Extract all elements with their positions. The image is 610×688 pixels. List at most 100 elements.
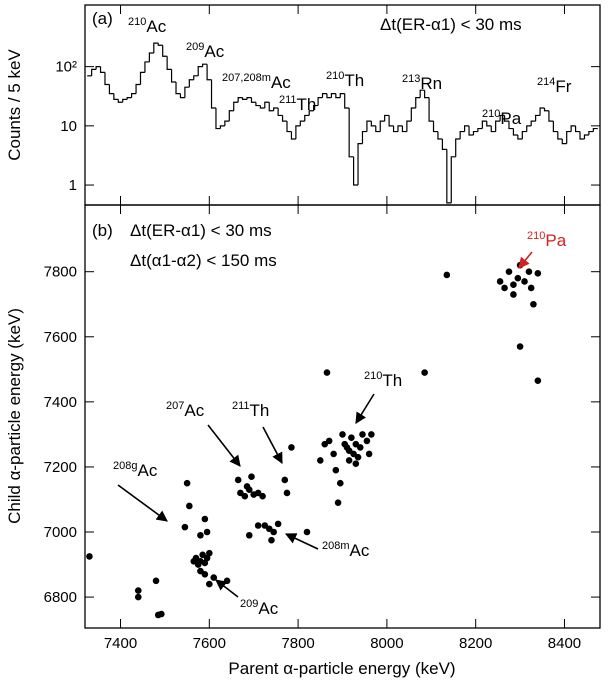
histogram-step <box>512 128 518 136</box>
y-axis-label: Child α-particle energy (keV) <box>5 308 24 524</box>
annotation: 213Rn <box>402 73 442 93</box>
point <box>283 489 291 497</box>
point <box>496 278 504 285</box>
annotation-mass: 209 <box>186 41 204 53</box>
histogram-step <box>357 143 363 186</box>
histogram-step <box>135 83 141 94</box>
histogram-step <box>104 72 110 86</box>
histogram-step <box>419 89 425 98</box>
histogram-step <box>326 93 332 99</box>
x-tick-label: 7600 <box>193 635 226 652</box>
histogram-step <box>122 98 128 103</box>
histogram-step <box>375 125 381 133</box>
x-tick-label: 8000 <box>370 635 403 652</box>
histogram-step <box>295 125 301 139</box>
point <box>356 444 364 451</box>
histogram-step <box>153 42 159 54</box>
point <box>181 523 189 531</box>
histogram-step <box>268 102 274 112</box>
histogram-step <box>228 110 234 122</box>
histogram-step <box>197 66 203 76</box>
point <box>514 274 522 282</box>
annotation-mass: 214 <box>537 76 555 88</box>
y-tick-label: 7600 <box>44 329 77 346</box>
histogram-step <box>592 127 598 132</box>
panel-label: (b) <box>92 221 113 240</box>
annotation-arrow <box>262 426 283 464</box>
annotation-element: Th <box>250 401 270 420</box>
histogram-step <box>299 120 305 126</box>
histogram-step <box>579 131 585 140</box>
histogram-step <box>401 125 407 133</box>
point <box>443 271 451 279</box>
histogram-step <box>170 69 177 83</box>
annotation-mass: 210 <box>482 108 500 120</box>
annotation-mass: 207 <box>166 400 184 412</box>
histogram-step <box>175 82 181 95</box>
annotation: 210Th <box>326 70 364 90</box>
histogram-step <box>99 66 105 73</box>
annotation: 208mAc <box>322 540 370 560</box>
y-tick-label: 7000 <box>44 524 77 541</box>
annotation: 208gAc <box>113 460 158 480</box>
histogram-step <box>437 131 443 140</box>
histogram-step <box>242 97 248 100</box>
histogram-step <box>148 52 154 62</box>
annotation: 210Th <box>364 370 402 390</box>
histogram-step <box>117 99 123 103</box>
histogram-step <box>481 120 487 129</box>
histogram-step <box>379 120 385 132</box>
histogram-step <box>215 108 221 130</box>
histogram-step <box>517 135 523 140</box>
y-tick-label: 7200 <box>44 459 77 476</box>
histogram-step <box>574 125 581 133</box>
histogram-step <box>561 138 567 145</box>
annotation-element: Ac <box>271 73 291 92</box>
histogram-step <box>264 101 270 109</box>
point <box>254 522 262 529</box>
annotation-element: Ac <box>184 401 204 420</box>
histogram-step <box>246 96 252 100</box>
histogram-step <box>490 125 496 133</box>
histogram-step <box>157 43 163 46</box>
histogram-step <box>313 104 319 111</box>
point <box>348 434 355 441</box>
annotation-mass: 209 <box>240 598 258 610</box>
point <box>521 278 528 285</box>
annotation: 210Pa <box>527 230 567 250</box>
histogram-step <box>317 96 323 106</box>
point <box>352 460 360 467</box>
panel-label: (a) <box>92 9 113 28</box>
histogram-step <box>503 115 509 122</box>
point <box>134 587 142 594</box>
annotation-arrow <box>355 393 375 424</box>
condition: Δt(ER-α1) < 30 ms <box>130 221 272 240</box>
y-tick-label: 1 <box>69 177 77 194</box>
point <box>354 453 362 461</box>
histogram-step <box>495 120 501 132</box>
point <box>330 450 337 458</box>
point <box>203 528 211 536</box>
annotation: 209Ac <box>240 598 279 618</box>
histogram-step <box>548 110 554 122</box>
y-tick-label: 6800 <box>44 589 77 606</box>
point <box>270 528 277 536</box>
histogram-step <box>277 108 283 117</box>
histogram-step <box>139 71 145 85</box>
point <box>516 343 524 350</box>
x-tick-label: 7400 <box>104 635 137 652</box>
x-tick-label: 8400 <box>548 635 581 652</box>
point <box>268 536 275 544</box>
x-tick-label: 8200 <box>459 635 492 652</box>
point <box>234 476 242 484</box>
annotation-arrow <box>117 484 168 522</box>
point <box>201 515 209 523</box>
annotation: 209Ac <box>186 41 225 61</box>
point <box>525 268 533 276</box>
point <box>158 610 165 618</box>
histogram-step <box>530 120 536 126</box>
histogram-step <box>224 120 230 126</box>
histogram-step <box>370 121 376 127</box>
point <box>530 300 537 308</box>
